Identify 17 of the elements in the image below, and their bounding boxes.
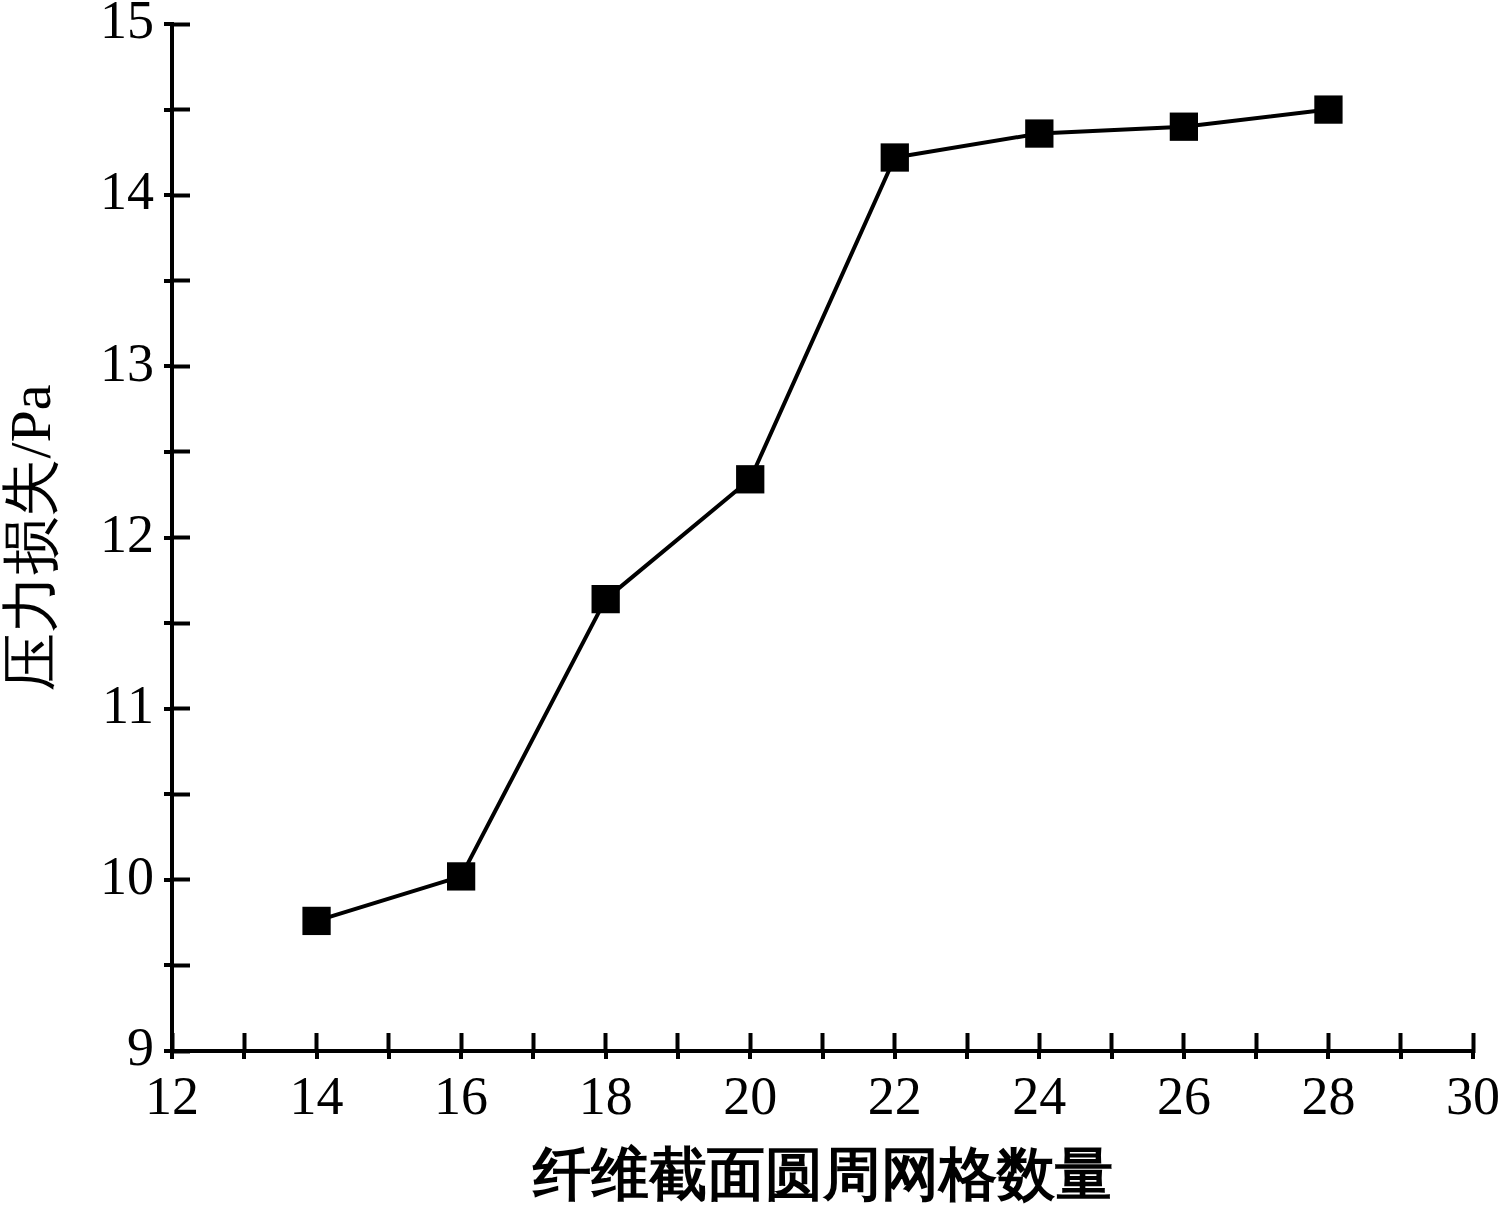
- x-tick-label: 20: [723, 1066, 778, 1127]
- y-tick-label: 15: [100, 0, 154, 51]
- y-tick-label: 12: [100, 503, 154, 564]
- x-tick-label: 18: [578, 1066, 633, 1127]
- x-tick-label: 16: [434, 1066, 489, 1127]
- x-tick-label: 26: [1156, 1066, 1211, 1127]
- x-axis-title: 纤维截面圆周网格数量: [531, 1142, 1113, 1208]
- x-tick-label: 14: [289, 1066, 344, 1127]
- y-tick-label: 10: [100, 846, 154, 907]
- x-tick-label: 30: [1446, 1066, 1500, 1127]
- y-tick-label: 11: [102, 674, 154, 735]
- y-tick-label: 13: [100, 332, 154, 393]
- y-tick-label: 14: [100, 161, 154, 222]
- x-tick-label: 28: [1301, 1066, 1356, 1127]
- x-tick-label: 24: [1012, 1066, 1067, 1127]
- x-tick-label: 22: [867, 1066, 922, 1127]
- y-axis-title: 压力损失/Pa: [0, 384, 64, 691]
